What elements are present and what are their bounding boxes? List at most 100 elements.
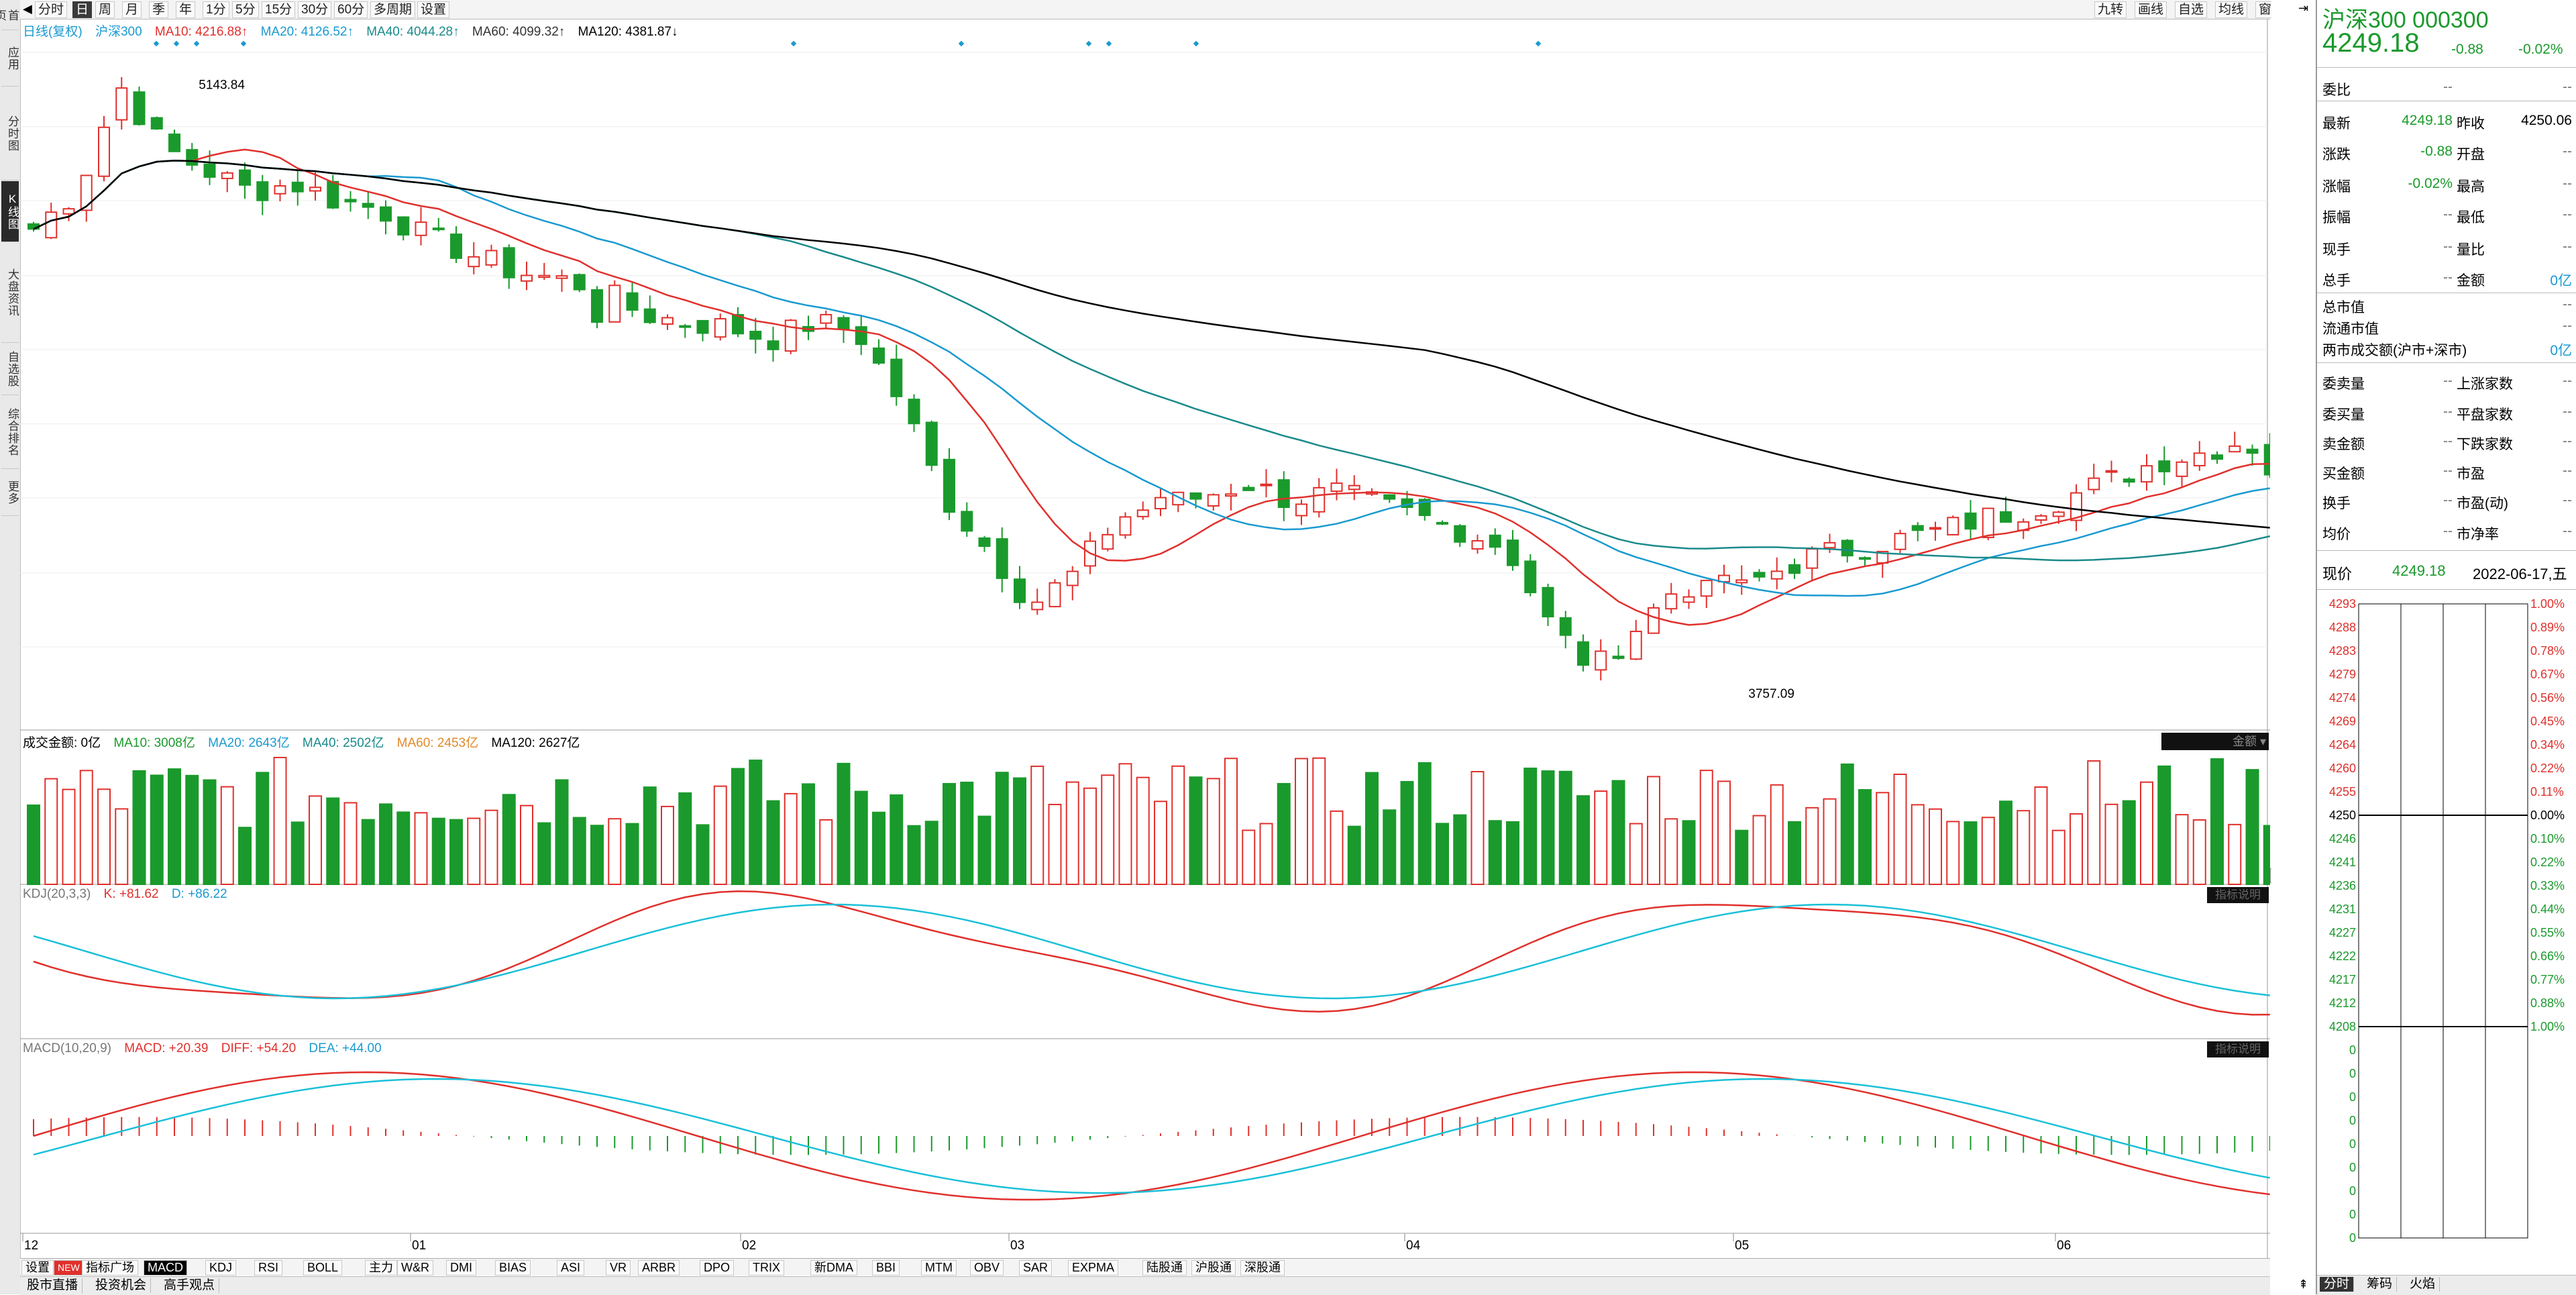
indicator-tab[interactable]: TRIX [749, 1260, 785, 1276]
quote-value: -- [2563, 373, 2572, 389]
indicator-tab[interactable]: DMI [446, 1260, 476, 1276]
back-arrow-icon[interactable]: ◀ [23, 2, 32, 15]
period-tab[interactable]: 季 [149, 1, 169, 18]
intraday-price-label: 4269 [2329, 715, 2356, 728]
indicator-tab[interactable]: W&R [397, 1260, 433, 1276]
period-tab[interactable]: 设置 [417, 1, 450, 18]
chart-tool-button[interactable]: 自选 [2175, 1, 2208, 18]
quote-tab[interactable]: 分时 [2320, 1277, 2355, 1292]
chart-tool-button[interactable]: 画线 [2135, 1, 2167, 18]
bottom-tab[interactable]: 股市直播 [23, 1278, 83, 1293]
candle-body [415, 221, 427, 236]
high-annotation: 5143.84 [199, 79, 245, 93]
indicator-tab[interactable]: SAR [1019, 1260, 1053, 1276]
left-nav-item[interactable]: 大盘资讯 [1, 243, 19, 343]
market-value: -- [2563, 297, 2572, 312]
candle-body [2211, 454, 2223, 460]
indicator-tab[interactable]: DPO [700, 1260, 735, 1276]
intraday-price-label: 4283 [2329, 644, 2356, 658]
left-nav-item[interactable]: 自选股 [1, 344, 19, 395]
indicator-tab[interactable]: ARBR [638, 1260, 680, 1276]
up-arrow-icon[interactable]: ⇞ [2298, 1278, 2309, 1291]
volume-bar [907, 825, 921, 886]
period-tab[interactable]: 5分 [232, 1, 259, 18]
quote-label: 委买量 [2322, 407, 2365, 423]
bottom-tab[interactable]: 投资机会 [91, 1278, 152, 1293]
period-tab[interactable]: 60分 [334, 1, 368, 18]
intraday-pct-label: 0.56% [2530, 691, 2565, 705]
left-nav-item[interactable]: K线图 [1, 181, 19, 242]
left-nav-item[interactable]: 应用 [1, 31, 19, 87]
indicator-tab[interactable]: 沪股通 [1191, 1260, 1236, 1276]
candle-body [239, 169, 251, 186]
market-value: -- [2563, 318, 2572, 333]
quote-tab[interactable]: 筹码 [2363, 1277, 2398, 1292]
indicator-tab[interactable]: RSI [254, 1260, 283, 1276]
left-nav-item[interactable]: 分时图 [1, 87, 19, 180]
period-tab[interactable]: 30分 [298, 1, 332, 18]
indicator-tab[interactable]: 陆股通 [1142, 1260, 1187, 1276]
volume-bar [1664, 818, 1678, 885]
period-tab[interactable]: 日 [72, 1, 93, 18]
volume-bar [2210, 758, 2224, 886]
kdj-name: KDJ(20,3,3) [23, 887, 91, 901]
volume-bar [1946, 821, 1960, 885]
left-nav-item[interactable]: 综合排名 [1, 396, 19, 469]
candle-body [115, 87, 128, 121]
left-nav-item[interactable]: 更多 [1, 470, 19, 516]
indicator-tab[interactable]: 新DMA [810, 1260, 857, 1276]
period-tab[interactable]: 分时 [35, 1, 68, 18]
quote-value: -- [2443, 433, 2453, 449]
quote-label: 均价 [2322, 527, 2351, 542]
kdj-d-line [33, 903, 2270, 1000]
left-nav-item[interactable]: 首页 [0, 1, 19, 30]
period-tab[interactable]: 多周期 [370, 1, 416, 18]
volume-bar [696, 824, 710, 885]
volume-bar [1312, 757, 1326, 885]
indicator-tab[interactable]: 主力 [365, 1260, 397, 1276]
macd-help-button[interactable]: 指标说明 [2207, 1041, 2269, 1057]
period-tab[interactable]: 月 [122, 1, 142, 18]
quote-tab[interactable]: 火焰 [2406, 1277, 2440, 1292]
indicator-tab[interactable]: 设置 [21, 1260, 54, 1276]
new-badge[interactable]: NEW [54, 1260, 84, 1276]
indicator-tab[interactable]: EXPMA [1068, 1260, 1119, 1276]
ma10-line [33, 148, 2270, 626]
volume-bars [27, 756, 2270, 886]
collapse-icon[interactable]: ⇥ [2298, 1, 2309, 15]
kline-chart-area[interactable]: 5143.84 3757.09 日线(复权) 沪深300 MA10: 4216.8… [20, 19, 2311, 1260]
volume-bar [1277, 782, 1291, 886]
indicator-tab[interactable]: MACD [144, 1260, 187, 1276]
bottom-tab[interactable]: 高手观点 [160, 1278, 220, 1293]
volume-bar [608, 818, 622, 885]
period-tab[interactable]: 15分 [262, 1, 296, 18]
indicator-tab[interactable]: BIAS [495, 1260, 531, 1276]
volume-badge[interactable]: 金额 ▾ [2161, 733, 2269, 750]
period-tab[interactable]: 1分 [203, 1, 229, 18]
volume-bar [1030, 766, 1044, 885]
date-axis-label: 05 [1735, 1239, 1750, 1253]
chart-tool-button[interactable]: 均线 [2215, 1, 2248, 18]
volume-bar [502, 794, 516, 886]
indicator-tab[interactable]: ASI [557, 1260, 585, 1276]
indicator-tab[interactable]: BBI [872, 1260, 900, 1276]
quote-label: 上涨家数 [2457, 376, 2513, 392]
intraday-chart[interactable]: 4293 4288 4283 4279 4274 4269 4264 4260 4255 4250… [2317, 590, 2576, 1275]
quote-row: 卖金额 -- 下跌家数 -- [2322, 427, 2572, 456]
chart-tool-button[interactable]: 九转 [2094, 1, 2127, 18]
period-tab[interactable]: 周 [95, 1, 115, 18]
volume-bar [2051, 829, 2065, 885]
indicator-tab[interactable]: VR [606, 1260, 631, 1276]
candle-body [1841, 539, 1854, 557]
indicator-tab[interactable]: OBV [970, 1260, 1004, 1276]
indicator-tab[interactable]: MTM [921, 1260, 957, 1276]
intraday-price-label: 4260 [2329, 762, 2356, 775]
period-tab[interactable]: 年 [176, 1, 196, 18]
candle-body [1700, 580, 1713, 597]
indicator-tab[interactable]: KDJ [205, 1260, 237, 1276]
indicator-tab[interactable]: 指标广场 [82, 1260, 138, 1276]
kdj-help-button[interactable]: 指标说明 [2207, 887, 2269, 903]
volume-bar [1576, 795, 1590, 885]
indicator-tab[interactable]: 深股通 [1240, 1260, 1285, 1276]
indicator-tab[interactable]: BOLL [303, 1260, 343, 1276]
